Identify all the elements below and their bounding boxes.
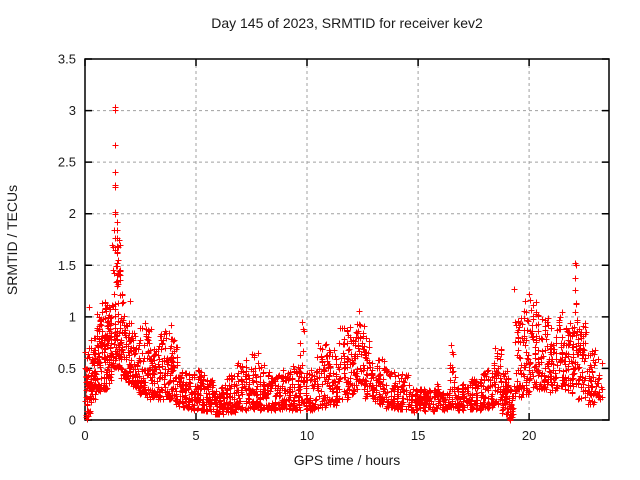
chart-title: Day 145 of 2023, SRMTID for receiver kev…	[211, 15, 483, 31]
x-axis-label: GPS time / hours	[293, 452, 401, 468]
x-tick-label: 20	[522, 428, 536, 443]
y-tick-label: 3.5	[58, 52, 76, 67]
y-tick-label: 3	[69, 103, 76, 118]
y-tick-label: 0	[69, 413, 76, 428]
axis-ticks	[84, 58, 609, 421]
x-tick-label: 0	[81, 428, 88, 443]
scatter-points	[82, 104, 606, 424]
gridlines	[85, 59, 609, 420]
y-tick-label: 1.5	[58, 258, 76, 273]
y-tick-label: 2.5	[58, 155, 76, 170]
x-tick-label: 5	[192, 428, 199, 443]
x-tick-label: 10	[300, 428, 314, 443]
y-tick-label: 2	[69, 206, 76, 221]
plot-border	[84, 58, 610, 421]
y-tick-label: 1	[69, 309, 76, 324]
x-tick-label: 15	[411, 428, 425, 443]
y-tick-label: 0.5	[58, 361, 76, 376]
